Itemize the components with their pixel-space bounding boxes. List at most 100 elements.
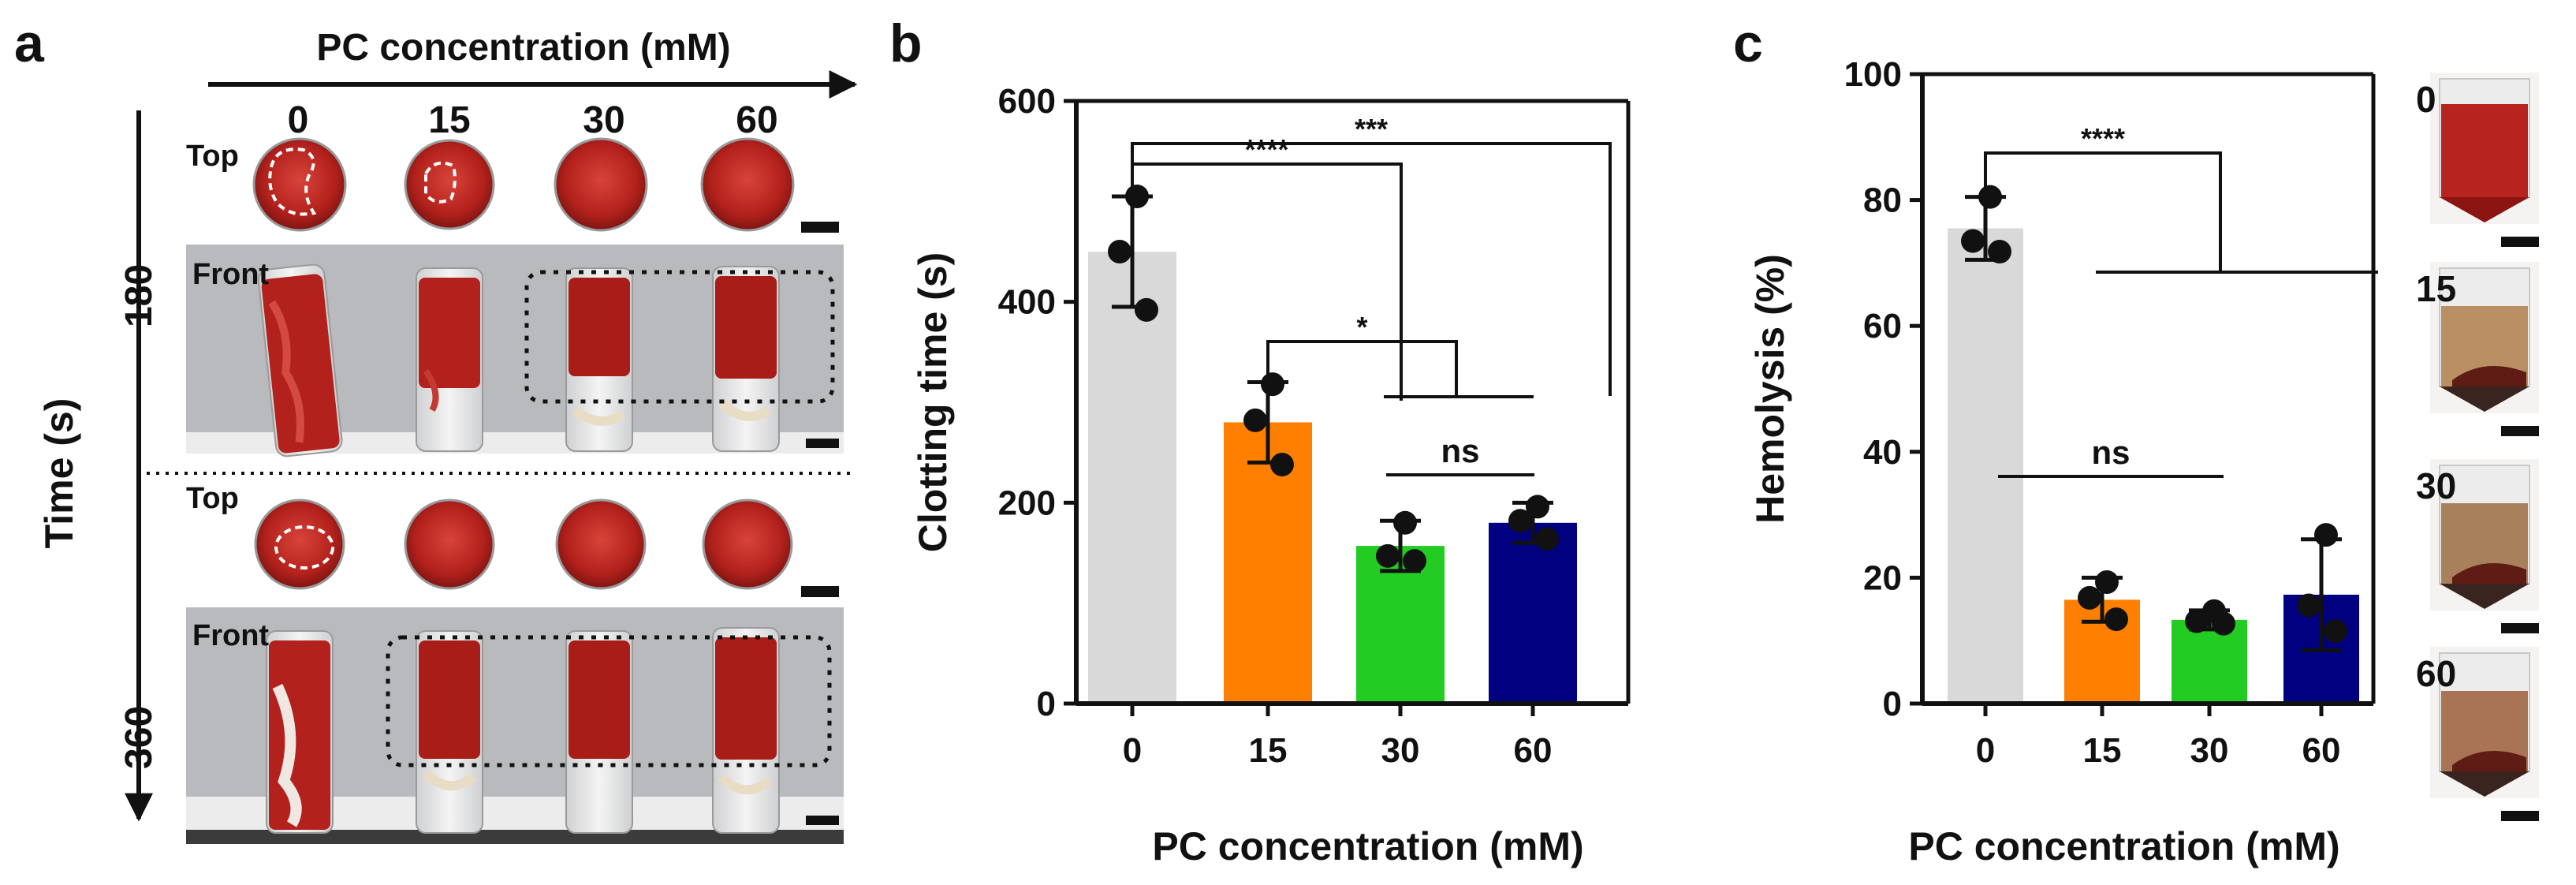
panel-label-c: c [1733,13,1763,73]
significance-bracket-1: *** [1131,113,1612,396]
conc-label-60: 60 [736,99,777,141]
data-point-30-3 [1403,549,1426,573]
data-point-60-2 [2297,593,2321,618]
y-axis-title: Clotting time (s) [911,252,955,553]
tube-label: 15 [2416,268,2456,309]
data-point-30-2 [2185,609,2209,633]
tube-photos: 0 15 30 60 [2416,73,2539,821]
dish-360-0 [254,499,345,590]
tube-photo-0: 0 [2416,73,2539,247]
tube-liquid [2441,104,2528,197]
top-view-label-180: Top [186,140,239,173]
significance-label: * [1356,311,1367,343]
dish-360-60 [702,499,793,590]
y-tick-label-0: 0 [1037,685,1056,723]
significance-bracket-3: * [1266,311,1534,398]
data-point-0-1 [1125,184,1149,208]
data-point-0-3 [1135,297,1158,322]
conc-label-15: 15 [428,99,470,141]
bracket-line [1131,142,1612,396]
data-point-60-1 [1526,495,1549,519]
significance-label: *** [1355,113,1388,145]
data-point-60-3 [2324,619,2347,644]
scale-bar-c [2501,811,2539,821]
y-axis-title: Hemolysis (%) [1748,254,1792,524]
tube-tip [2440,386,2529,412]
significance-label: ns [2091,434,2130,471]
conc-label-30: 30 [583,99,624,141]
bracket-line [1266,340,1458,397]
x-tick-label-30: 30 [2190,731,2229,770]
bar-15 [1224,422,1312,704]
panel-label-a: a [14,13,45,73]
data-point-60-3 [1535,527,1559,551]
panel-label-b: b [889,13,923,73]
data-point-15-2 [2078,585,2101,610]
data-point-0-1 [1978,185,2002,209]
bracket-line [1984,151,2222,272]
tube-tip [2440,584,2529,609]
conc-label-0: 0 [288,99,309,141]
panel-a: a PC concentration (mM) 0 15 30 60 Time … [14,13,858,844]
box-highlight-180 [524,270,835,404]
x-tick-label-0: 0 [1123,731,1142,770]
front-view-label-360: Front [192,619,269,652]
time-label-360: 360 [118,706,160,769]
bar-60 [1489,522,1577,704]
data-point-30-1 [1393,510,1417,535]
tube-sediment [2452,563,2526,584]
tube-label: 60 [2416,653,2456,694]
tube-photo-30: 30 [2416,459,2539,633]
scale-bar-a4 [806,816,839,825]
dish-180-15-outline [424,161,457,204]
significance-label: **** [2081,122,2125,155]
tube-label: 30 [2416,465,2456,506]
front-photo-360: Front [186,607,844,844]
tube-tip [2440,771,2529,797]
y-tick-label-400: 400 [998,283,1056,322]
dish-360-0-outline [274,525,334,569]
front-photo-180: Front [186,245,844,457]
significance-bracket-4: ns [1386,432,1534,476]
panel-b: b 0 200 400 600 0 15 30 60 PC concentration (mM)… [889,13,1631,868]
data-point-60-1 [2314,523,2338,547]
y-tick-label-20: 20 [1863,558,1902,597]
dish-360-15 [404,499,495,590]
scale-bar-c [2501,426,2539,436]
data-point-30-3 [2212,611,2235,636]
data-point-60-2 [1508,509,1532,533]
clotting-time-chart: 0 200 400 600 0 15 30 60 PC concentration (mM) Cl… [911,82,1631,868]
scale-bar-c [2501,237,2539,247]
box-highlight-360 [386,635,832,767]
bar-0 [1948,228,2023,704]
top-view-label-360: Top [186,482,239,515]
y-tick-label-600: 600 [998,82,1056,121]
y-tick-label-0: 0 [1883,685,1902,723]
y-tick-label-40: 40 [1863,433,1902,472]
x-axis-title: PC concentration (mM) [1908,824,2339,868]
tube-photo-60: 60 [2416,647,2539,821]
x-tick-label-0: 0 [1976,731,1995,770]
panel-a-axis-title: PC concentration (mM) [316,27,730,69]
significance-bracket-2: **** [1131,133,1403,401]
scale-bar-a2 [806,439,839,448]
x-tick-label-60: 60 [2302,731,2341,770]
data-point-15-1 [2095,569,2119,594]
tube-tip [2440,197,2529,222]
scale-bar-a3 [801,586,839,597]
tube-label: 0 [2416,79,2436,120]
significance-bracket-1: **** [1984,122,2378,274]
x-tick-label-30: 30 [1381,731,1420,770]
scale-bar-a1 [801,222,839,233]
bar-30 [2172,619,2247,704]
significance-label: **** [1244,133,1288,166]
data-point-15-3 [2104,607,2128,632]
data-point-0-2 [1961,229,1985,253]
dish-180-30 [554,137,648,232]
front-view-label-180: Front [192,258,269,291]
data-point-0-3 [1988,240,2011,264]
time-axis-label: Time (s) [37,398,81,549]
y-tick-label-100: 100 [1844,55,1902,94]
dish-180-0 [252,137,347,232]
dish-360-30 [555,499,647,590]
